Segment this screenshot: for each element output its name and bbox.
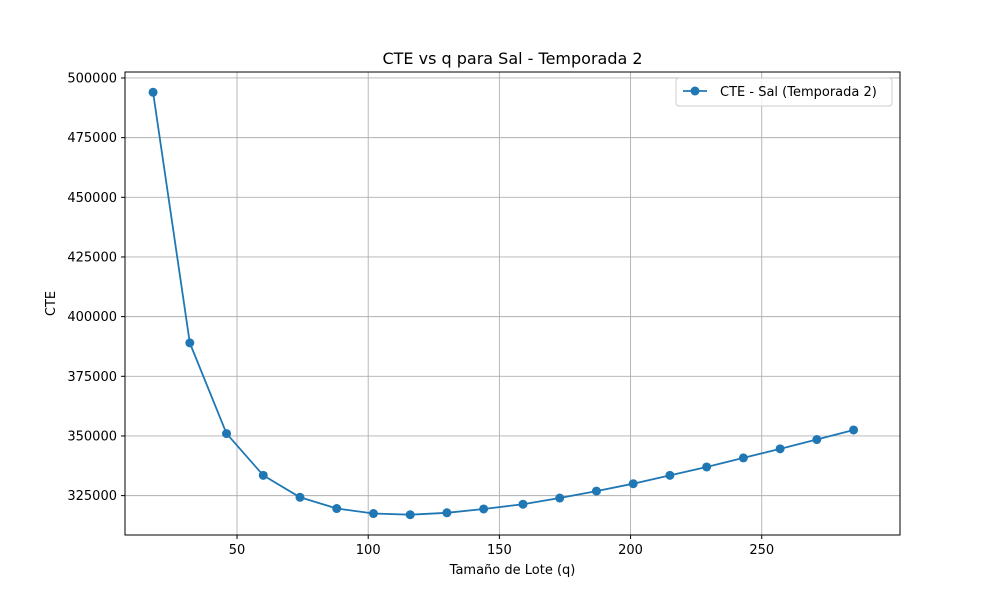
axes-ticks: 50 100 150 200 250 325000 350000 375000 400000 42…	[67, 71, 774, 558]
y-tick-label: 500000	[67, 71, 117, 86]
data-point	[222, 429, 232, 439]
data-point	[849, 425, 859, 435]
data-point	[591, 486, 601, 496]
x-axis-label: Tamaño de Lote (q)	[449, 563, 576, 578]
data-point	[442, 508, 452, 518]
x-tick-label: 200	[618, 543, 643, 558]
data-point	[628, 479, 638, 489]
data-point	[148, 87, 158, 97]
plot-frame	[124, 71, 901, 536]
y-tick-label: 450000	[67, 191, 117, 206]
x-tick-label: 50	[229, 543, 246, 558]
series-line	[152, 92, 854, 516]
data-point	[405, 510, 415, 520]
data-point	[702, 462, 712, 472]
y-tick-label: 350000	[67, 429, 117, 444]
grid	[125, 72, 900, 535]
series-layer	[148, 87, 859, 520]
y-tick-label: 400000	[67, 310, 117, 325]
legend-box	[675, 77, 893, 107]
data-point	[332, 504, 342, 514]
data-point	[518, 499, 528, 509]
y-tick-label: 475000	[67, 131, 117, 146]
data-point	[665, 470, 675, 480]
data-point	[775, 444, 785, 454]
data-point	[812, 435, 822, 445]
data-point	[479, 504, 489, 514]
data-point	[185, 338, 195, 348]
data-point	[368, 509, 378, 519]
data-point	[258, 470, 268, 480]
data-point	[555, 493, 565, 503]
data-point	[295, 492, 305, 502]
x-tick-label: 150	[487, 543, 512, 558]
y-tick-label: 325000	[67, 489, 117, 504]
data-point	[738, 453, 748, 463]
y-axis-label: CTE	[44, 291, 59, 316]
y-tick-label: 425000	[67, 250, 117, 265]
legend-marker-swatch	[690, 86, 700, 96]
x-tick-label: 250	[749, 543, 774, 558]
x-tick-label: 100	[356, 543, 381, 558]
plot-area	[125, 72, 900, 535]
legend: CTE - Sal (Temporada 2)	[675, 77, 893, 107]
y-tick-label: 375000	[67, 370, 117, 385]
legend-entry: CTE - Sal (Temporada 2)	[720, 85, 877, 100]
chart-title: CTE vs q para Sal - Temporada 2	[382, 49, 642, 68]
